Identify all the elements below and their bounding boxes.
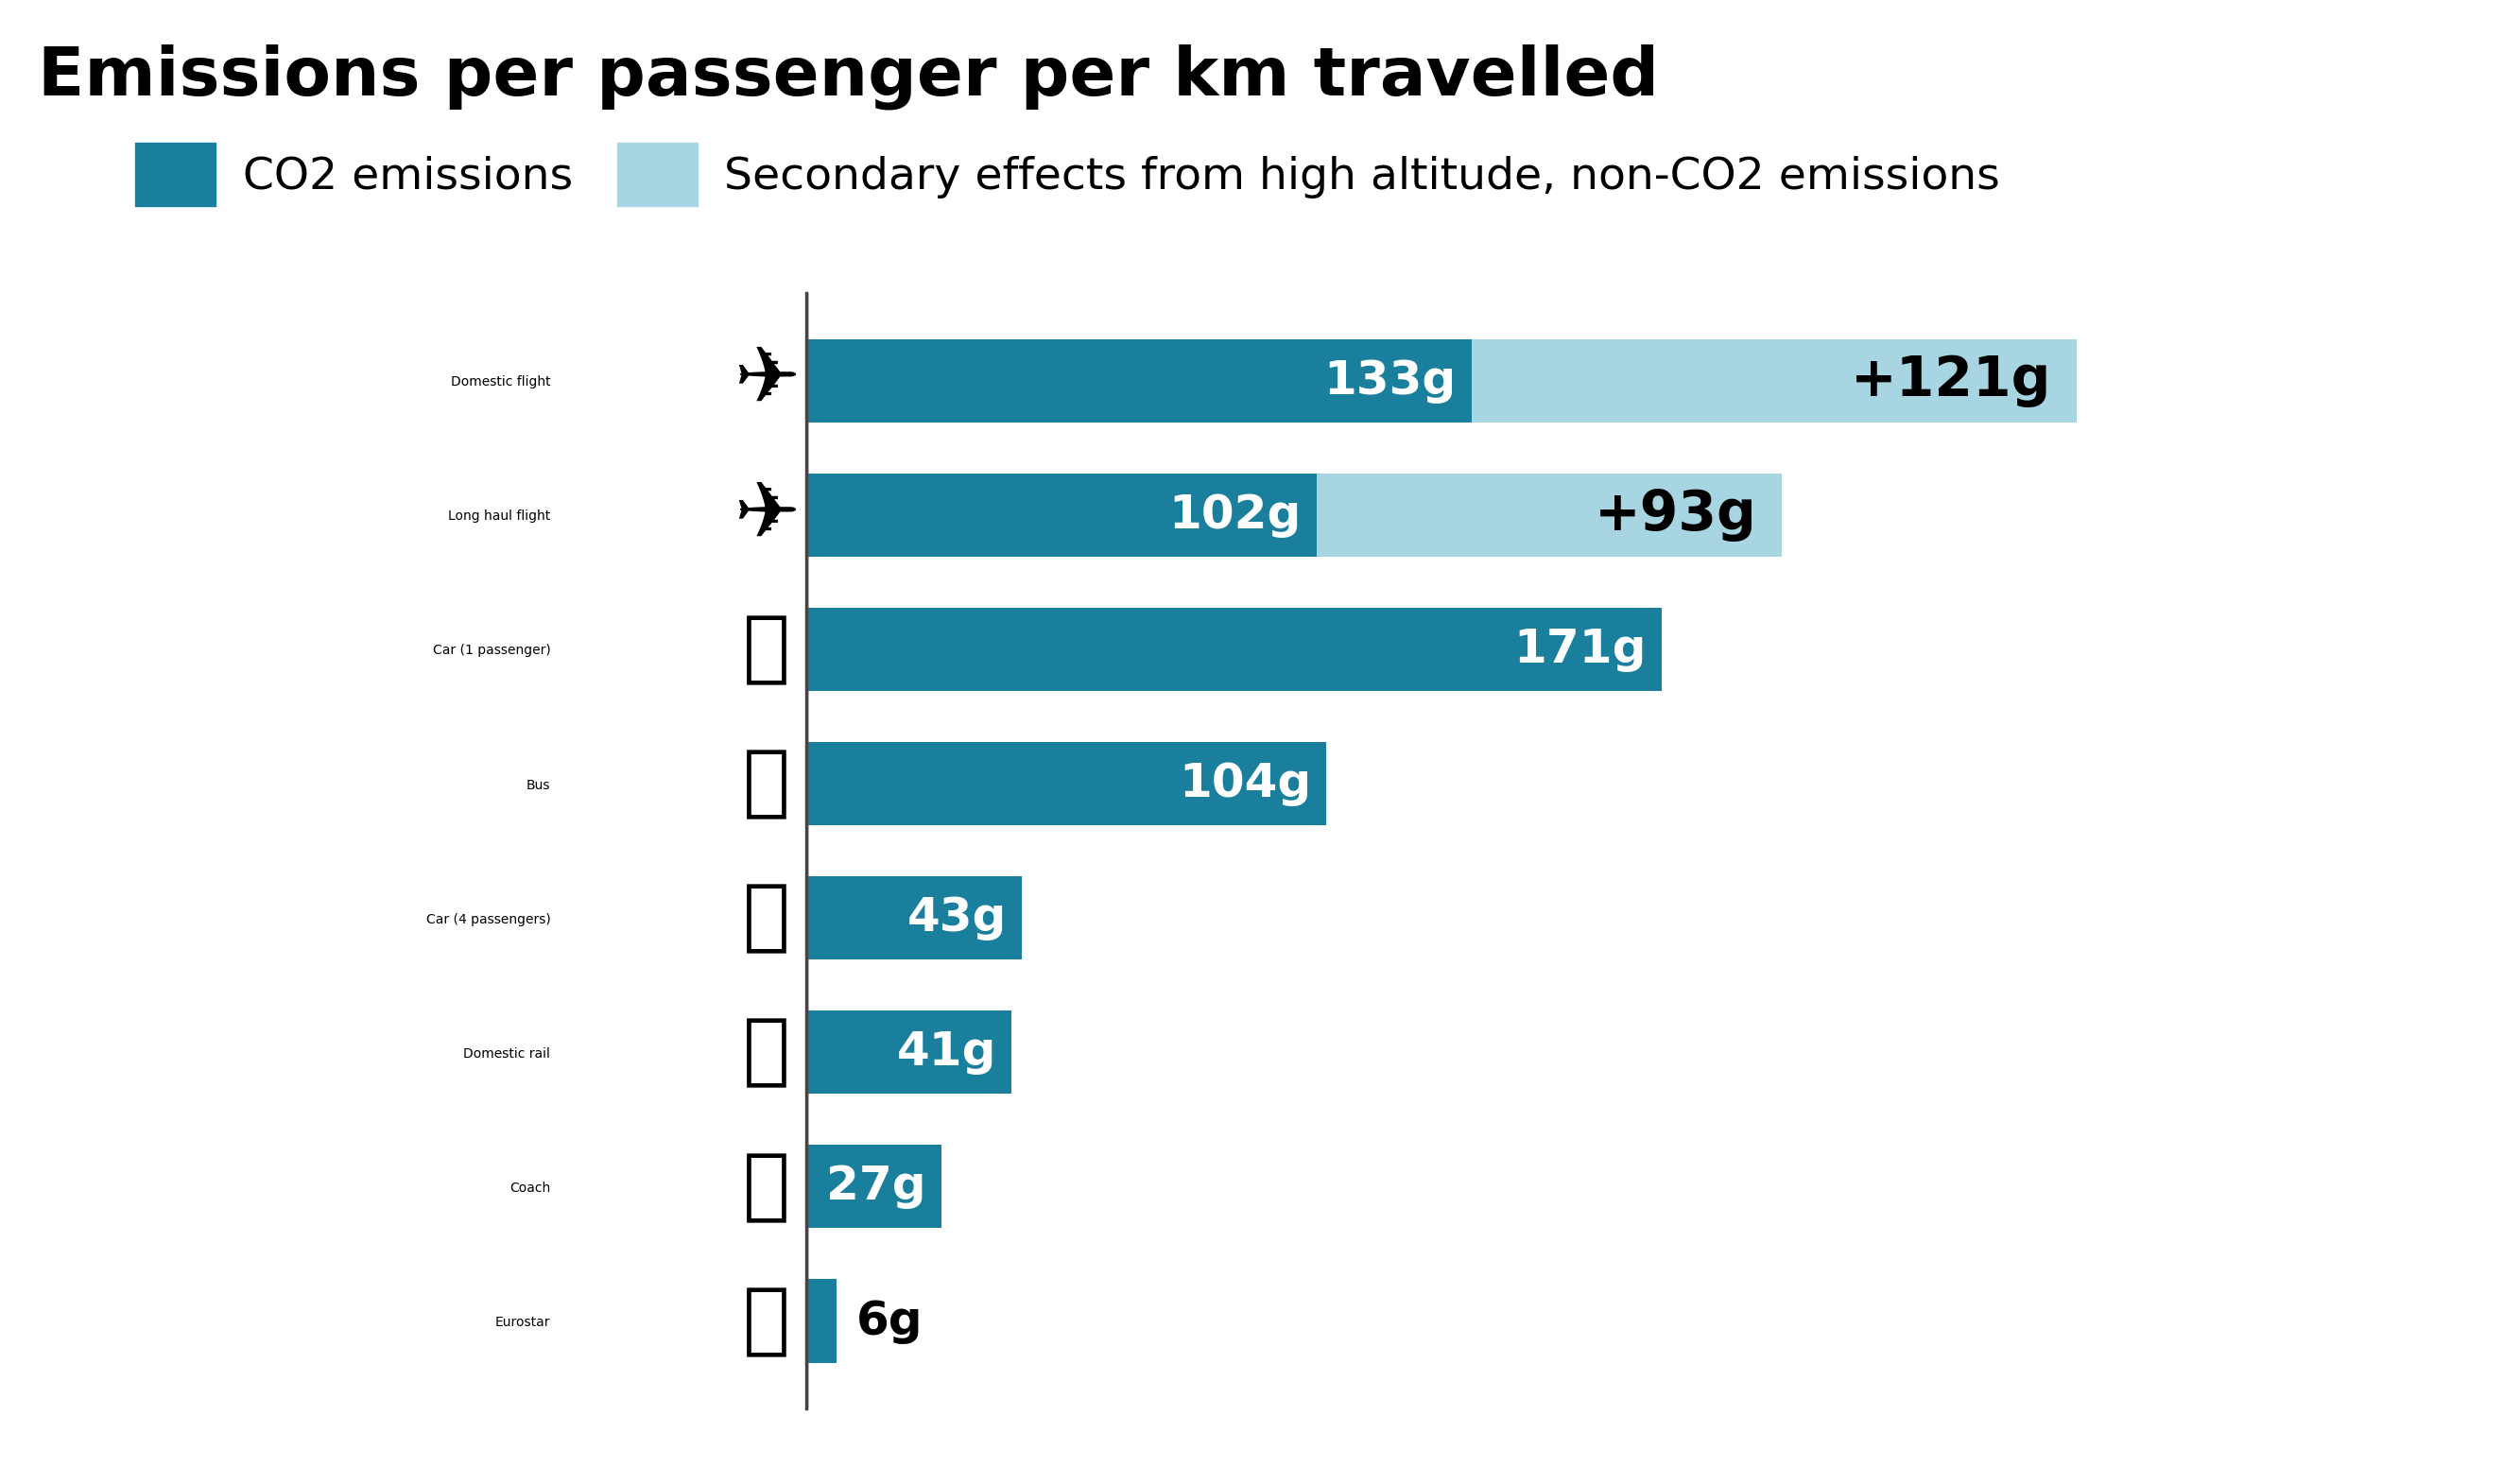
Text: 133g: 133g bbox=[1323, 358, 1457, 403]
Text: ✈: ✈ bbox=[733, 477, 799, 553]
Bar bbox=[806, 474, 1315, 556]
Text: +93g: +93g bbox=[1595, 489, 1756, 541]
Text: 🚗: 🚗 bbox=[743, 612, 789, 688]
Bar bbox=[806, 607, 1661, 691]
Bar bbox=[1472, 339, 2076, 422]
Text: 🚗: 🚗 bbox=[743, 880, 789, 956]
Text: 27g: 27g bbox=[827, 1163, 927, 1209]
Text: 104g: 104g bbox=[1179, 761, 1310, 807]
Bar bbox=[1315, 474, 1782, 556]
Text: 171g: 171g bbox=[1515, 626, 1646, 672]
Bar bbox=[806, 876, 1021, 959]
Text: +121g: +121g bbox=[1852, 354, 2051, 408]
Bar bbox=[806, 742, 1326, 826]
Bar bbox=[806, 1011, 1011, 1094]
Text: 🚃: 🚃 bbox=[743, 1014, 789, 1090]
Bar bbox=[806, 1279, 837, 1363]
Text: 102g: 102g bbox=[1169, 493, 1303, 538]
Text: 43g: 43g bbox=[907, 895, 1005, 940]
Text: 6g: 6g bbox=[857, 1298, 922, 1344]
Text: 41g: 41g bbox=[897, 1030, 995, 1075]
Text: 🚌: 🚌 bbox=[743, 1149, 789, 1225]
Text: Emissions per passenger per km travelled: Emissions per passenger per km travelled bbox=[38, 44, 1658, 110]
Legend: CO2 emissions, Secondary effects from high altitude, non-CO2 emissions: CO2 emissions, Secondary effects from hi… bbox=[136, 142, 2001, 205]
Text: ✈: ✈ bbox=[733, 342, 799, 420]
Bar bbox=[806, 339, 1472, 422]
Text: 🚃: 🚃 bbox=[743, 1282, 789, 1360]
Text: 🚌: 🚌 bbox=[743, 745, 789, 822]
Bar bbox=[806, 1146, 942, 1228]
